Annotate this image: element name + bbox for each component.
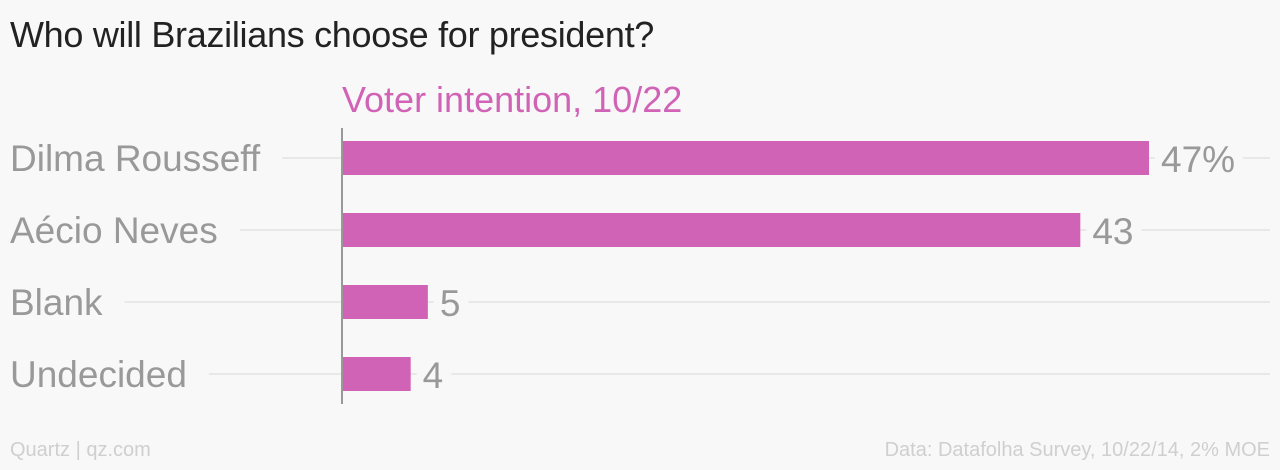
bar xyxy=(342,213,1081,247)
bar-chart: Voter intention, 10/22 Dilma Rousseff 47% A… xyxy=(10,79,1270,404)
legend-series-label: Voter intention, 10/22 xyxy=(342,79,682,120)
category-label: Dilma Rousseff xyxy=(10,138,261,179)
value-label: 5 xyxy=(440,283,461,324)
value-label-backdrop xyxy=(433,296,469,308)
label-layer: Voter intention, 10/22 Dilma Rousseff 47% A… xyxy=(10,79,1244,396)
footer-source: Data: Datafolha Survey, 10/22/14, 2% MOE xyxy=(884,439,1270,461)
category-label: Aécio Neves xyxy=(10,210,218,251)
category-label: Undecided xyxy=(10,354,187,395)
bar-layer xyxy=(341,128,1149,404)
value-label-backdrop xyxy=(1086,224,1142,236)
grid-layer xyxy=(124,157,1270,375)
bar xyxy=(342,357,411,391)
bar xyxy=(342,285,428,319)
footer-credit: Quartz | qz.com xyxy=(10,439,151,461)
category-label: Blank xyxy=(10,282,103,323)
value-label: 47% xyxy=(1161,139,1235,180)
value-label-backdrop xyxy=(416,368,452,380)
value-label: 4 xyxy=(423,355,444,396)
value-label-backdrop xyxy=(1155,152,1244,164)
chart-title: Who will Brazilians choose for president… xyxy=(10,14,654,55)
bar xyxy=(342,141,1149,175)
value-label: 43 xyxy=(1092,211,1133,252)
